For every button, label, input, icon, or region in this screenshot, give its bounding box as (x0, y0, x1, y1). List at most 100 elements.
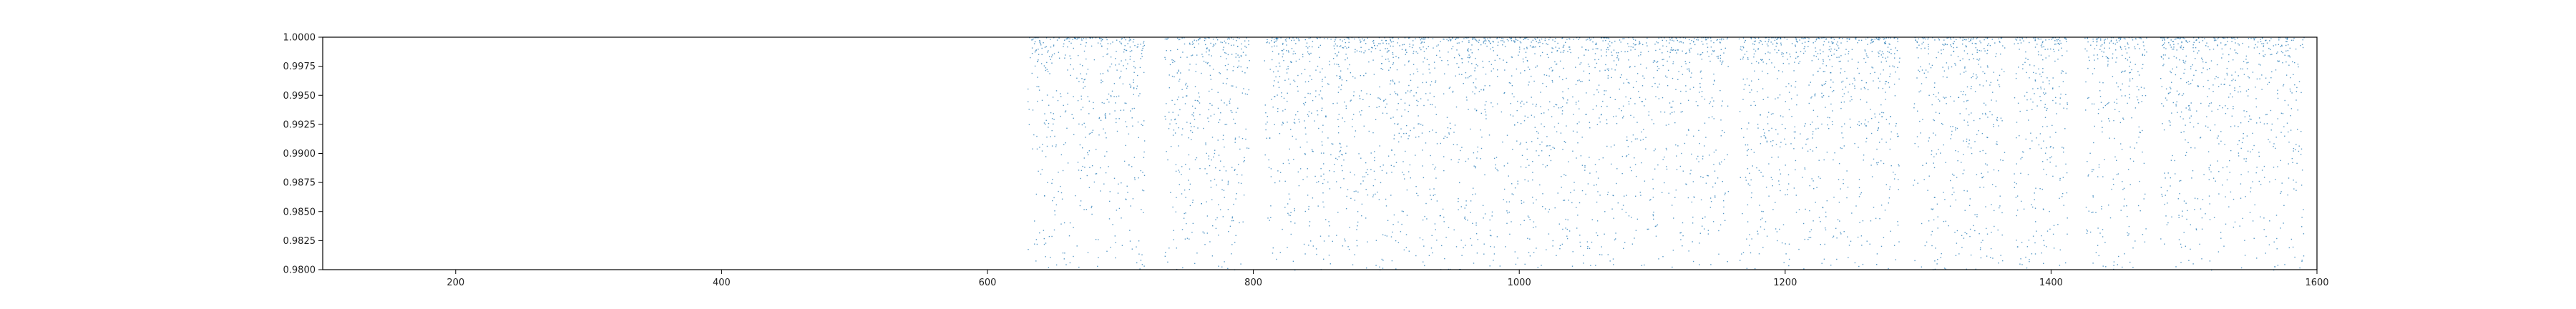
scatter-point (1102, 81, 1103, 82)
scatter-point (2110, 41, 2112, 42)
scatter-point (1063, 222, 1065, 224)
scatter-point (1207, 37, 1209, 39)
scatter-point (1883, 237, 1885, 238)
scatter-point (1765, 63, 1767, 64)
scatter-point (1521, 100, 1523, 102)
scatter-point (1549, 144, 1551, 147)
scatter-point (1700, 70, 1702, 72)
scatter-point (1679, 165, 1682, 167)
scatter-point (1408, 250, 1410, 252)
scatter-point (2290, 238, 2293, 240)
scatter-point (1838, 179, 1840, 180)
scatter-point (1973, 37, 1974, 39)
scatter-point (1105, 115, 1106, 117)
scatter-point (1793, 187, 1795, 189)
scatter-point (1980, 247, 1981, 249)
scatter-point (1971, 42, 1974, 44)
scatter-point (2055, 97, 2057, 99)
scatter-point (1851, 49, 1853, 50)
scatter-point (1068, 235, 1070, 237)
scatter-point (2112, 76, 2114, 77)
scatter-point (2115, 49, 2117, 51)
scatter-point (1222, 134, 1224, 136)
scatter-point (1838, 38, 1840, 39)
scatter-point (1622, 117, 1624, 119)
scatter-point (1680, 239, 1682, 240)
scatter-point (2276, 248, 2278, 250)
scatter-point (1133, 87, 1135, 89)
scatter-point (2191, 177, 2192, 179)
scatter-point (1503, 199, 1504, 200)
scatter-point (1312, 99, 1314, 102)
scatter-point (2275, 44, 2277, 46)
scatter-point (1265, 112, 1267, 114)
scatter-point (2190, 102, 2192, 104)
scatter-point (1840, 147, 1841, 149)
scatter-point (1614, 99, 1616, 100)
scatter-point (1196, 157, 1198, 159)
scatter-point (2055, 132, 2057, 133)
scatter-point (2050, 146, 2051, 147)
scatter-point (2112, 42, 2114, 44)
scatter-point (1517, 39, 1518, 41)
scatter-point (2182, 37, 2185, 39)
scatter-point (1408, 104, 1410, 106)
scatter-point (1577, 80, 1579, 82)
scatter-point (2052, 99, 2054, 102)
scatter-point (2001, 120, 2003, 122)
scatter-point (1048, 235, 1050, 237)
scatter-point (1435, 80, 1437, 82)
scatter-point (1034, 243, 1035, 245)
scatter-point (1546, 145, 1548, 147)
scatter-point (1581, 190, 1584, 192)
scatter-point (2181, 41, 2182, 43)
scatter-point (1370, 152, 1372, 154)
scatter-point (1634, 66, 1636, 67)
scatter-point (1107, 69, 1108, 71)
scatter-point (1206, 173, 1208, 175)
scatter-point (1715, 149, 1717, 151)
scatter-point (1411, 46, 1413, 49)
scatter-point (1322, 192, 1324, 194)
scatter-point (1836, 49, 1838, 52)
scatter-point (1355, 130, 1357, 132)
scatter-point (1470, 75, 1472, 77)
scatter-point (1104, 132, 1106, 134)
scatter-point (1692, 260, 1694, 263)
scatter-point (1837, 41, 1838, 43)
scatter-point (1089, 132, 1091, 134)
scatter-point (2205, 125, 2207, 127)
scatter-point (1325, 115, 1327, 117)
scatter-point (1217, 107, 1219, 109)
scatter-point (2120, 143, 2122, 144)
scatter-point (1860, 99, 1861, 101)
scatter-point (1508, 82, 1511, 84)
scatter-point (1361, 109, 1362, 112)
scatter-point (1858, 187, 1860, 189)
scatter-point (1830, 79, 1832, 81)
scatter-point (1311, 79, 1312, 80)
scatter-point (1999, 205, 2001, 207)
scatter-point (1607, 37, 1609, 39)
scatter-point (1685, 183, 1687, 185)
scatter-point (1367, 37, 1368, 39)
scatter-point (1921, 266, 1923, 268)
scatter-point (1480, 112, 1482, 114)
scatter-point (1554, 207, 1556, 209)
scatter-point (1472, 222, 1473, 224)
scatter-point (1341, 84, 1342, 86)
scatter-point (2248, 121, 2250, 122)
scatter-point (1558, 107, 1560, 109)
scatter-point (1073, 117, 1074, 119)
scatter-point (1128, 37, 1131, 39)
scatter-point (2210, 102, 2212, 104)
scatter-point (1297, 38, 1299, 39)
scatter-point (1540, 106, 1541, 107)
scatter-point (1524, 70, 1526, 72)
scatter-point (1804, 37, 1805, 39)
scatter-point (1672, 77, 1674, 79)
scatter-point (1221, 189, 1223, 190)
scatter-point (1766, 37, 1767, 39)
scatter-point (2192, 44, 2194, 46)
scatter-point (1594, 164, 1596, 165)
